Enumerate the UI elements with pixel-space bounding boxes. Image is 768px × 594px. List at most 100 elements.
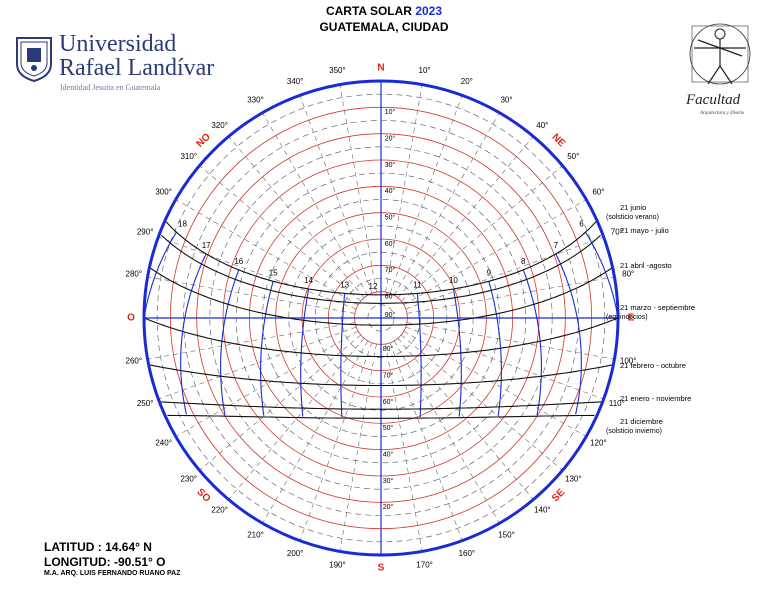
cardinal-label: N	[377, 63, 384, 74]
azimuth-label: 240°	[155, 439, 172, 448]
azimuth-label: 60°	[592, 188, 604, 197]
altitude-label: 30°	[385, 161, 396, 169]
date-label: 21 enero - noviembre	[620, 394, 691, 403]
hour-label: 12	[369, 282, 378, 291]
azimuth-label: 120°	[590, 439, 607, 448]
cardinal-label: O	[127, 313, 135, 324]
azimuth-line	[228, 337, 365, 500]
date-path	[167, 414, 595, 419]
date-note: (solsticio invierno)	[606, 428, 662, 435]
hour-label: 8	[521, 257, 526, 266]
azimuth-label: 10°	[419, 66, 431, 75]
date-path	[161, 234, 601, 304]
azimuth-label: 260°	[126, 357, 143, 366]
hour-line	[260, 281, 274, 416]
date-label: 21 junio	[620, 203, 646, 212]
azimuth-line	[199, 165, 362, 302]
longitude-text: LONGITUD: -90.51° O	[44, 555, 166, 569]
azimuth-label: 300°	[155, 188, 172, 197]
azimuth-line	[389, 342, 463, 541]
azimuth-line	[158, 326, 357, 400]
azimuth-line	[403, 199, 587, 306]
altitude-label-south: 30°	[383, 477, 394, 485]
university-name-line1: Universidad	[59, 31, 177, 57]
hour-label: 15	[269, 268, 278, 277]
azimuth-label: 50°	[567, 152, 579, 161]
date-path	[160, 401, 602, 410]
azimuth-label: 210°	[247, 530, 264, 539]
azimuth-line	[406, 322, 615, 360]
altitude-label-south: 60°	[383, 398, 394, 406]
azimuth-label: 340°	[287, 77, 304, 86]
azimuth-label: 130°	[565, 474, 582, 483]
azimuth-label: 140°	[534, 505, 551, 514]
azimuth-line	[339, 343, 377, 552]
azimuth-line	[397, 337, 534, 500]
hour-label: 11	[413, 280, 422, 289]
date-label: 21 diciembre	[620, 417, 663, 426]
azimuth-line	[406, 276, 615, 314]
faculty-script-text: Facultad	[685, 92, 741, 108]
date-label: 21 abril -agosto	[620, 261, 672, 270]
azimuth-label: 70°	[611, 227, 623, 236]
azimuth-label: 190°	[329, 560, 346, 569]
cardinal-label: E	[628, 313, 635, 324]
chart-labels: 350° 10° 20° 30° 40° 50° 60° 70° 80° 100° 110° 120°…	[126, 63, 695, 574]
azimuth-lines	[147, 84, 615, 552]
horizon-circle	[142, 79, 620, 557]
date-path	[148, 364, 614, 387]
azimuth-label: 290°	[137, 227, 154, 236]
azimuth-line	[299, 95, 373, 294]
hour-label: 14	[304, 276, 313, 285]
azimuth-label: 150°	[498, 530, 515, 539]
azimuth-label: 200°	[287, 549, 304, 558]
hour-line	[180, 253, 207, 415]
hour-label: 10	[449, 276, 458, 285]
date-path	[149, 267, 613, 326]
altitude-label: 10°	[385, 108, 396, 116]
hour-label: 6	[579, 219, 584, 228]
azimuth-line	[228, 136, 365, 299]
hour-label: 7	[554, 241, 559, 250]
azimuth-line	[393, 340, 500, 524]
date-label: 21 febrero - octubre	[620, 361, 686, 370]
hour-line	[555, 253, 582, 415]
latitude-text: LATITUD : 14.64° N	[44, 540, 152, 554]
altitude-label: 20°	[385, 135, 396, 143]
azimuth-label: 30°	[500, 96, 512, 105]
chart-title: CARTA SOLAR 2023	[0, 4, 768, 18]
azimuth-line	[262, 340, 369, 524]
azimuth-label: 330°	[247, 96, 264, 105]
date-label: 21 mayo - julio	[620, 226, 669, 235]
altitude-label: 60°	[385, 240, 396, 248]
azimuth-line	[147, 322, 356, 360]
azimuth-label: 310°	[180, 152, 197, 161]
altitude-label-south: 80°	[383, 345, 394, 353]
altitude-label-south: 70°	[383, 372, 394, 380]
altitude-label: 70°	[385, 266, 396, 274]
azimuth-label: 220°	[211, 505, 228, 514]
date-note: (equinoccios)	[606, 314, 648, 321]
hour-label: 13	[340, 280, 349, 289]
azimuth-label: 350°	[329, 66, 346, 75]
azimuth-label: 250°	[137, 399, 154, 408]
azimuth-line	[175, 199, 359, 306]
azimuth-label: 230°	[180, 474, 197, 483]
azimuth-line	[397, 136, 534, 299]
faculty-logo-icon: Facultad Arquitectura y Diseño	[685, 23, 751, 116]
hour-label: 18	[178, 219, 187, 228]
azimuth-label: 160°	[459, 549, 476, 558]
altitude-label: 80°	[385, 293, 396, 301]
date-path	[143, 317, 619, 358]
azimuth-label: 110°	[609, 399, 625, 408]
azimuth-label: 280°	[126, 270, 143, 279]
hour-label: 16	[234, 257, 243, 266]
azimuth-line	[405, 236, 604, 310]
title-year: 2023	[415, 4, 443, 18]
altitude-label: 40°	[385, 187, 396, 195]
author-text: M.A. ARQ. LUIS FERNANDO RUANO PAZ	[44, 570, 181, 577]
hour-line	[488, 281, 502, 416]
azimuth-line	[385, 343, 423, 552]
azimuth-label: 20°	[461, 77, 473, 86]
altitude-label: 90°	[385, 311, 396, 319]
